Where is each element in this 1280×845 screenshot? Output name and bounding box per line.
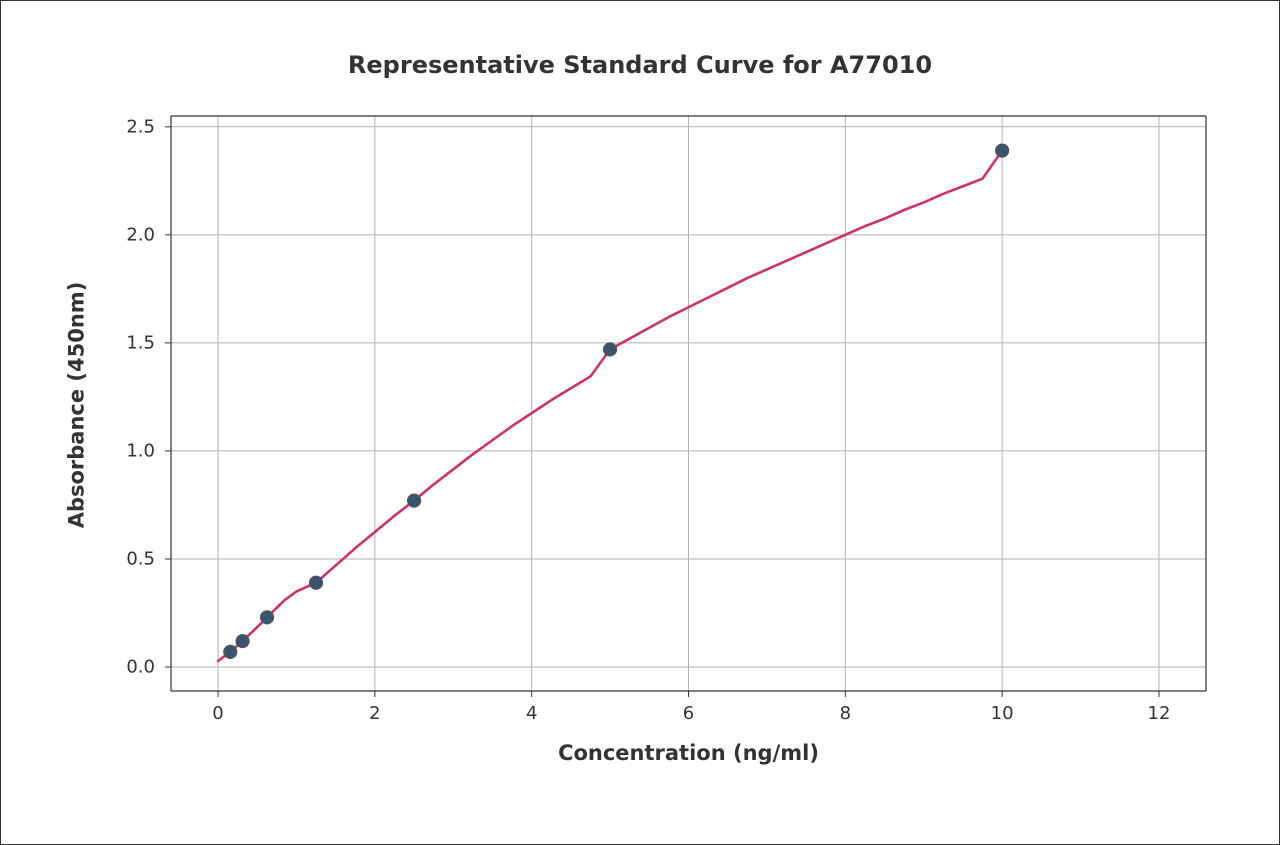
y-tick-label: 0.0 — [126, 657, 155, 678]
data-marker — [236, 635, 249, 648]
x-tick-label: 12 — [1148, 703, 1171, 724]
y-tick-label: 1.5 — [126, 332, 155, 353]
x-tick-label: 0 — [212, 703, 223, 724]
chart-title: Representative Standard Curve for A77010 — [1, 51, 1279, 79]
x-tick-label: 8 — [840, 703, 851, 724]
x-axis-label: Concentration (ng/ml) — [171, 741, 1206, 765]
chart-figure: Representative Standard Curve for A77010… — [0, 0, 1280, 845]
y-tick-label: 1.0 — [126, 440, 155, 461]
data-marker — [310, 576, 323, 589]
data-marker — [224, 645, 237, 658]
y-tick-label: 2.0 — [126, 224, 155, 245]
data-marker — [261, 611, 274, 624]
plot-area — [171, 116, 1206, 691]
x-tick-label: 4 — [526, 703, 537, 724]
data-marker — [408, 494, 421, 507]
curve-line — [218, 151, 1002, 661]
y-tick-label: 0.5 — [126, 548, 155, 569]
y-tick-label: 2.5 — [126, 116, 155, 137]
chart-svg — [171, 116, 1206, 691]
x-tick-label: 6 — [683, 703, 694, 724]
data-marker — [996, 144, 1009, 157]
x-tick-label: 2 — [369, 703, 380, 724]
y-axis-label: Absorbance (450nm) — [64, 118, 88, 693]
x-tick-label: 10 — [991, 703, 1014, 724]
data-marker — [604, 343, 617, 356]
